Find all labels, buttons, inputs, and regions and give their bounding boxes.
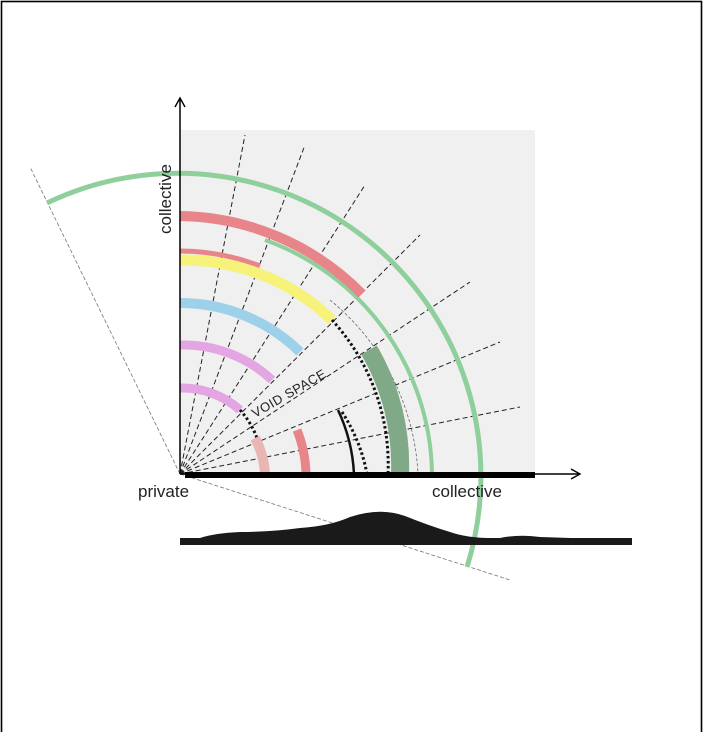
- inner-green-arc: [264, 238, 434, 475]
- outer-green-arc: [45, 170, 484, 568]
- blue-arc: [179, 297, 304, 356]
- cone-boundary-upper: [29, 166, 181, 475]
- black-arc: [336, 409, 356, 475]
- x-axis-bar: [185, 472, 535, 478]
- radial-line: [179, 341, 501, 475]
- cone-boundary-lower: [179, 473, 511, 581]
- ground-base-line: [180, 538, 632, 544]
- pink-arc: [179, 340, 276, 384]
- void-boundary-mid: [340, 411, 369, 475]
- x-axis-end-label: collective: [432, 482, 502, 501]
- dark-green-band: [361, 345, 410, 475]
- small-pink-arc: [179, 383, 244, 414]
- red-arc: [179, 211, 366, 298]
- radial-line: [179, 281, 471, 475]
- void-boundary-outer: [330, 318, 390, 475]
- ground-silhouette: [180, 511, 632, 545]
- x-axis-origin-label: private: [138, 482, 189, 501]
- background-panel: [180, 130, 535, 475]
- red-thin-arc: [179, 248, 261, 269]
- yellow-arc: [179, 254, 336, 324]
- radial-line: [179, 406, 521, 475]
- radial-line: [179, 144, 306, 475]
- y-axis-label: collective: [156, 164, 175, 234]
- radial-line: [179, 234, 421, 475]
